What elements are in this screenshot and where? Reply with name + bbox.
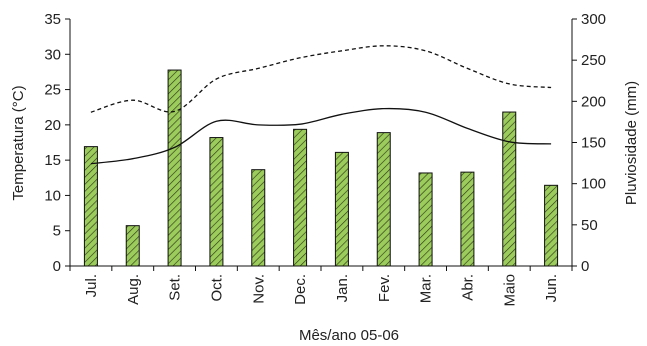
bar-Nov. xyxy=(251,169,266,267)
y-right-tick-label: 300 xyxy=(581,11,606,28)
x-tick-label: Jul. xyxy=(83,274,100,297)
axes xyxy=(65,18,577,271)
y-left-tick-label: 10 xyxy=(44,187,61,204)
bar-Fev. xyxy=(376,132,391,267)
y-axis-right-title: Pluviosidade (mm) xyxy=(623,81,640,205)
y-right-tick-label: 250 xyxy=(581,52,606,69)
y-left-tick-label: 15 xyxy=(44,152,61,169)
tick-labels: 0 5 10 15 20 25 30 35 0 50 100 150 200 250 300 Jul. Aug.… xyxy=(44,11,606,307)
y-right-tick-label: 150 xyxy=(581,135,606,152)
bar-Jun. xyxy=(544,184,559,267)
x-tick-label: Maio xyxy=(501,274,518,307)
x-tick-label: Oct. xyxy=(208,274,225,302)
x-tick-label: Aug. xyxy=(125,274,142,305)
x-tick-label: Jun. xyxy=(543,274,560,302)
bar-series xyxy=(83,69,559,267)
y-left-tick-label: 30 xyxy=(44,46,61,63)
y-left-tick-label: 5 xyxy=(53,223,61,240)
bar-Aug. xyxy=(125,225,140,267)
line-series xyxy=(90,45,552,165)
y-right-tick-label: 0 xyxy=(581,258,589,275)
bar-Oct. xyxy=(209,137,224,267)
bar-Maio xyxy=(502,111,517,267)
x-tick-label: Jan. xyxy=(334,274,351,302)
y-right-tick-label: 50 xyxy=(581,217,598,234)
x-axis-title: Mês/ano 05-06 xyxy=(299,327,399,344)
bar-Abr. xyxy=(460,171,475,267)
bar-Jan. xyxy=(334,151,349,267)
x-tick-label: Fev. xyxy=(376,274,393,302)
bar-Jul. xyxy=(83,146,98,267)
y-left-tick-label: 35 xyxy=(44,11,61,28)
x-tick-label: Nov. xyxy=(250,274,267,304)
y-right-tick-label: 100 xyxy=(581,176,606,193)
y-left-tick-label: 0 xyxy=(53,258,61,275)
bar-Mar. xyxy=(418,172,433,267)
x-tick-label: Dec. xyxy=(292,274,309,305)
y-left-tick-label: 25 xyxy=(44,82,61,99)
y-left-tick-label: 20 xyxy=(44,117,61,134)
x-tick-label: Mar. xyxy=(418,274,435,303)
line-dashed xyxy=(90,45,552,113)
x-tick-label: Set. xyxy=(167,274,184,301)
y-axis-left-title: Temperatura (°C) xyxy=(10,85,27,200)
bar-Dec. xyxy=(293,128,308,267)
x-tick-label: Abr. xyxy=(459,274,476,301)
y-right-tick-label: 200 xyxy=(581,93,606,110)
bar-Set. xyxy=(167,69,182,267)
line-solid xyxy=(90,107,552,165)
